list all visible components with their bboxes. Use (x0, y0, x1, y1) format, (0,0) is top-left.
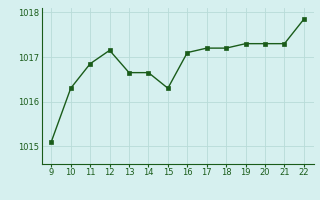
Text: Graphe pression niveau de la mer (hPa): Graphe pression niveau de la mer (hPa) (48, 184, 272, 194)
